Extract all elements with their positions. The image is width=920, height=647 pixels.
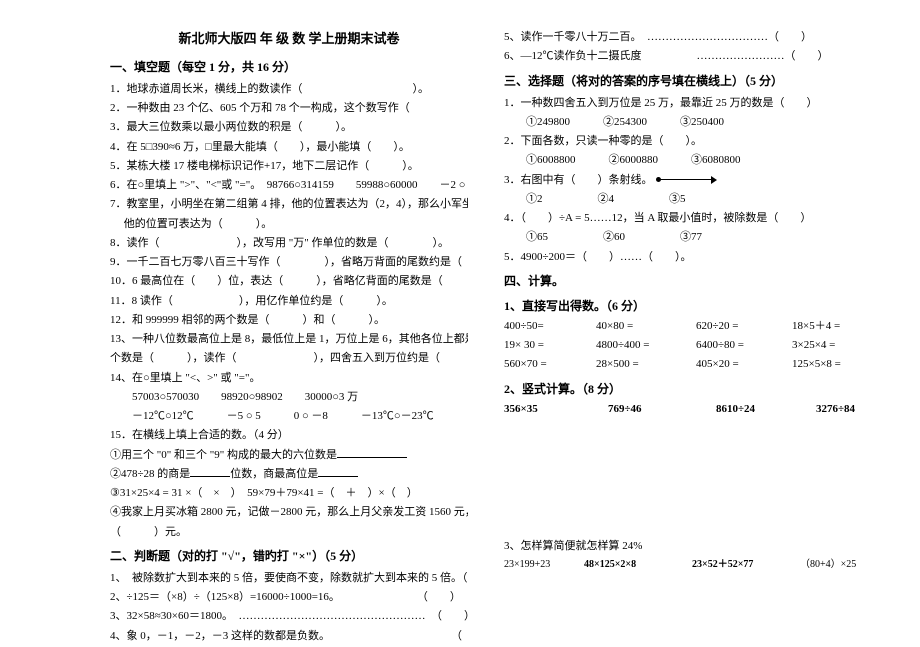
blank [337,447,407,458]
conv-cell: （80+4）×25 [800,556,856,574]
s3-q3: 3．右图中有（ ）条射线。 [504,171,862,190]
conv-cell: 23×199+23 [504,556,584,574]
calc-cell: 405×20 = [696,355,792,374]
calc-cell: 620÷20 = [696,317,792,336]
vert-cell: 769÷46 [608,400,716,419]
conv-row: 23×199+23 48×125×2×8 23×52＋52×77 （80+4）×… [504,556,862,574]
s3-q1o: ①249800 ②254300 ③250400 [504,113,862,132]
calc-cell: 4800÷400 = [596,336,696,355]
right-column: 5、读作一千零八十万二百。 ……………………………（ ） 6、—12℃读作负十二… [504,28,862,646]
section-1-heading: 一、填空题（每空 1 分，共 16 分） [110,57,468,78]
vert-row: 356×35 769÷46 8610÷24 3276÷84 [504,400,862,419]
exam-title: 新北师大版四 年 级 数 学上册期末试卷 [110,28,468,51]
s2r-q6: 6、—12℃读作负十二摄氏度 ……………………（ ） [504,47,862,66]
s1-q15b-a: ②478÷28 的商是 [110,468,190,480]
s1-q14a: 57003○570030 98920○98902 30000○3 万 [110,388,468,407]
calc-row-1: 400÷50= 40×80 = 620÷20 = 18×5＋4 = [504,317,862,336]
s2-q1: 1、 被除数扩大到本来的 5 倍，要使商不变，除数就扩大到本来的 5 倍。（ ） [110,569,468,588]
s4-sub1: 1、直接写出得数。（6 分） [504,296,862,317]
s1-q10: 10．6 最高位在（ ）位，表达（ ），省略亿背面的尾数是（ ）。 [110,272,468,291]
vert-cell: 3276÷84 [816,400,855,419]
s1-q14b: －12℃○12℃ －5 ○ 5 0 ○ －8 －13℃○－23℃ [110,407,468,426]
s4-sub3: 3、怎样算简便就怎样算 24% [504,537,862,556]
s1-q11: 11．8 读作（ ），用亿作单位约是（ ）。 [110,292,468,311]
s1-q14: 14、在○里填上 "<、>" 或 "="。 [110,369,468,388]
calc-cell: 125×5×8 = [792,355,841,374]
calc-cell: 18×5＋4 = [792,317,840,336]
s4-sub2: 2、竖式计算。（8 分） [504,379,862,400]
calc-row-3: 560×70 = 28×500 = 405×20 = 125×5×8 = [504,355,862,374]
s1-q2: 2．一种数由 23 个亿、605 个万和 78 个一构成，这个数写作（ ）。 [110,99,468,118]
s2-q2: 2、÷125＝（×8）÷（125×8）=16000÷1000=16。 （ ） [110,588,468,607]
s1-q15a-text: ①用三个 "0" 和三个 "9" 构成的最大的六位数是 [110,449,337,461]
s1-q15d: ④我家上月买冰箱 2800 元，记做－2800 元，那么上月父亲发工资 1560… [110,503,468,522]
s1-q1: 1．地球赤道周长米，横线上的数读作（ ）。 [110,80,468,99]
blank [190,466,230,477]
s1-q15c: ③31×25×4 = 31 ×（ × ） 59×79＋79×41 =（ ＋ ）×… [110,484,468,503]
vert-cell: 8610÷24 [716,400,816,419]
s1-q12: 12．和 999999 相邻的两个数是（ ）和（ ）。 [110,311,468,330]
calc-cell: 28×500 = [596,355,696,374]
calc-cell: 400÷50= [504,317,596,336]
blank [318,466,358,477]
section-4-heading: 四、计算。 [504,271,862,292]
s1-q15a: ①用三个 "0" 和三个 "9" 构成的最大的六位数是 [110,446,468,465]
s3-q3-text: 3．右图中有（ ）条射线。 [504,174,653,186]
left-column: 新北师大版四 年 级 数 学上册期末试卷 一、填空题（每空 1 分，共 16 分… [110,28,468,646]
section-3-heading: 三、选择题（将对的答案的序号填在横线上）（5 分） [504,71,862,92]
s3-q4: 4．（ ）÷A = 5……12，当 A 取最小值时，被除数是（ ） [504,209,862,228]
s1-q8: 8．读作（ ），改写用 "万" 作单位的数是（ ）。 [110,234,468,253]
s3-q1: 1．一种数四舍五入到万位是 25 万，最靠近 25 万的数是（ ） [504,94,862,113]
calc-cell: 6400÷80 = [696,336,792,355]
s1-q15b-b: 位数，商最高位是 [230,468,318,480]
s1-q15b: ②478÷28 的商是 位数，商最高位是 [110,465,468,484]
s3-q2: 2．下面各数，只读一种零的是（ ）。 [504,132,862,151]
workspace-gap [504,419,862,537]
s1-q4: 4．在 5□390≈6 万，□里最大能填（ ），最小能填（ ）。 [110,138,468,157]
calc-row-2: 19× 30 = 4800÷400 = 6400÷80 = 3×25×4 = [504,336,862,355]
s3-q3o: ①2 ②4 ③5 [504,190,862,209]
vert-cell: 356×35 [504,400,608,419]
s1-q7b: 他的位置可表达为（ ）。 [110,215,468,234]
s3-q5: 5．4900÷200＝（ ）……（ ）。 [504,248,862,267]
calc-cell: 560×70 = [504,355,596,374]
s2-q3: 3、32×58≈30×60＝1800。 …………………………………………… （ … [110,607,468,626]
s1-q7: 7．教室里，小明坐在第二组第 4 排，他的位置表达为（2，4），那么小军坐在第五… [110,195,468,214]
s1-q15e: （ ）元。 [110,523,468,542]
s1-q3: 3．最大三位数乘以最小两位数的积是（ ）。 [110,118,468,137]
page-columns: 新北师大版四 年 级 数 学上册期末试卷 一、填空题（每空 1 分，共 16 分… [110,28,862,646]
calc-cell: 40×80 = [596,317,696,336]
s1-q13b: 个数是（ ），读作（ ），四舍五入到万位约是（ ）。 [110,349,468,368]
s1-q6: 6．在○里填上 ">"、"<"或 "="。 98766○314159 59988… [110,176,468,195]
section-2-heading: 二、判断题（对的打 "√"，错旳打 "×"）（5 分） [110,546,468,567]
calc-cell: 3×25×4 = [792,336,835,355]
s1-q9: 9．一千二百七万零八百三十写作（ ），省略万背面的尾数约是（ ）。 [110,253,468,272]
s1-q13: 13、一种八位数最高位上是 8，最低位上是 1，万位上是 6，其他各位上都是 0… [110,330,468,349]
conv-cell: 48×125×2×8 [584,556,692,574]
s3-q4o: ①65 ②60 ③77 [504,228,862,247]
calc-cell: 19× 30 = [504,336,596,355]
s2-q4: 4、象 0，－1，－2，－3 这样的数都是负数。 （ ） [110,627,468,646]
s2r-q5: 5、读作一千零八十万二百。 ……………………………（ ） [504,28,862,47]
s3-q2o: ①6008800 ②6000880 ③6080800 [504,151,862,170]
s1-q5: 5．某栋大楼 17 楼电梯标识记作+17，地下二层记作（ ）。 [110,157,468,176]
conv-cell: 23×52＋52×77 [692,556,800,574]
ray-icon [659,179,715,180]
s1-q15: 15．在横线上填上合适的数。（4 分） [110,426,468,445]
